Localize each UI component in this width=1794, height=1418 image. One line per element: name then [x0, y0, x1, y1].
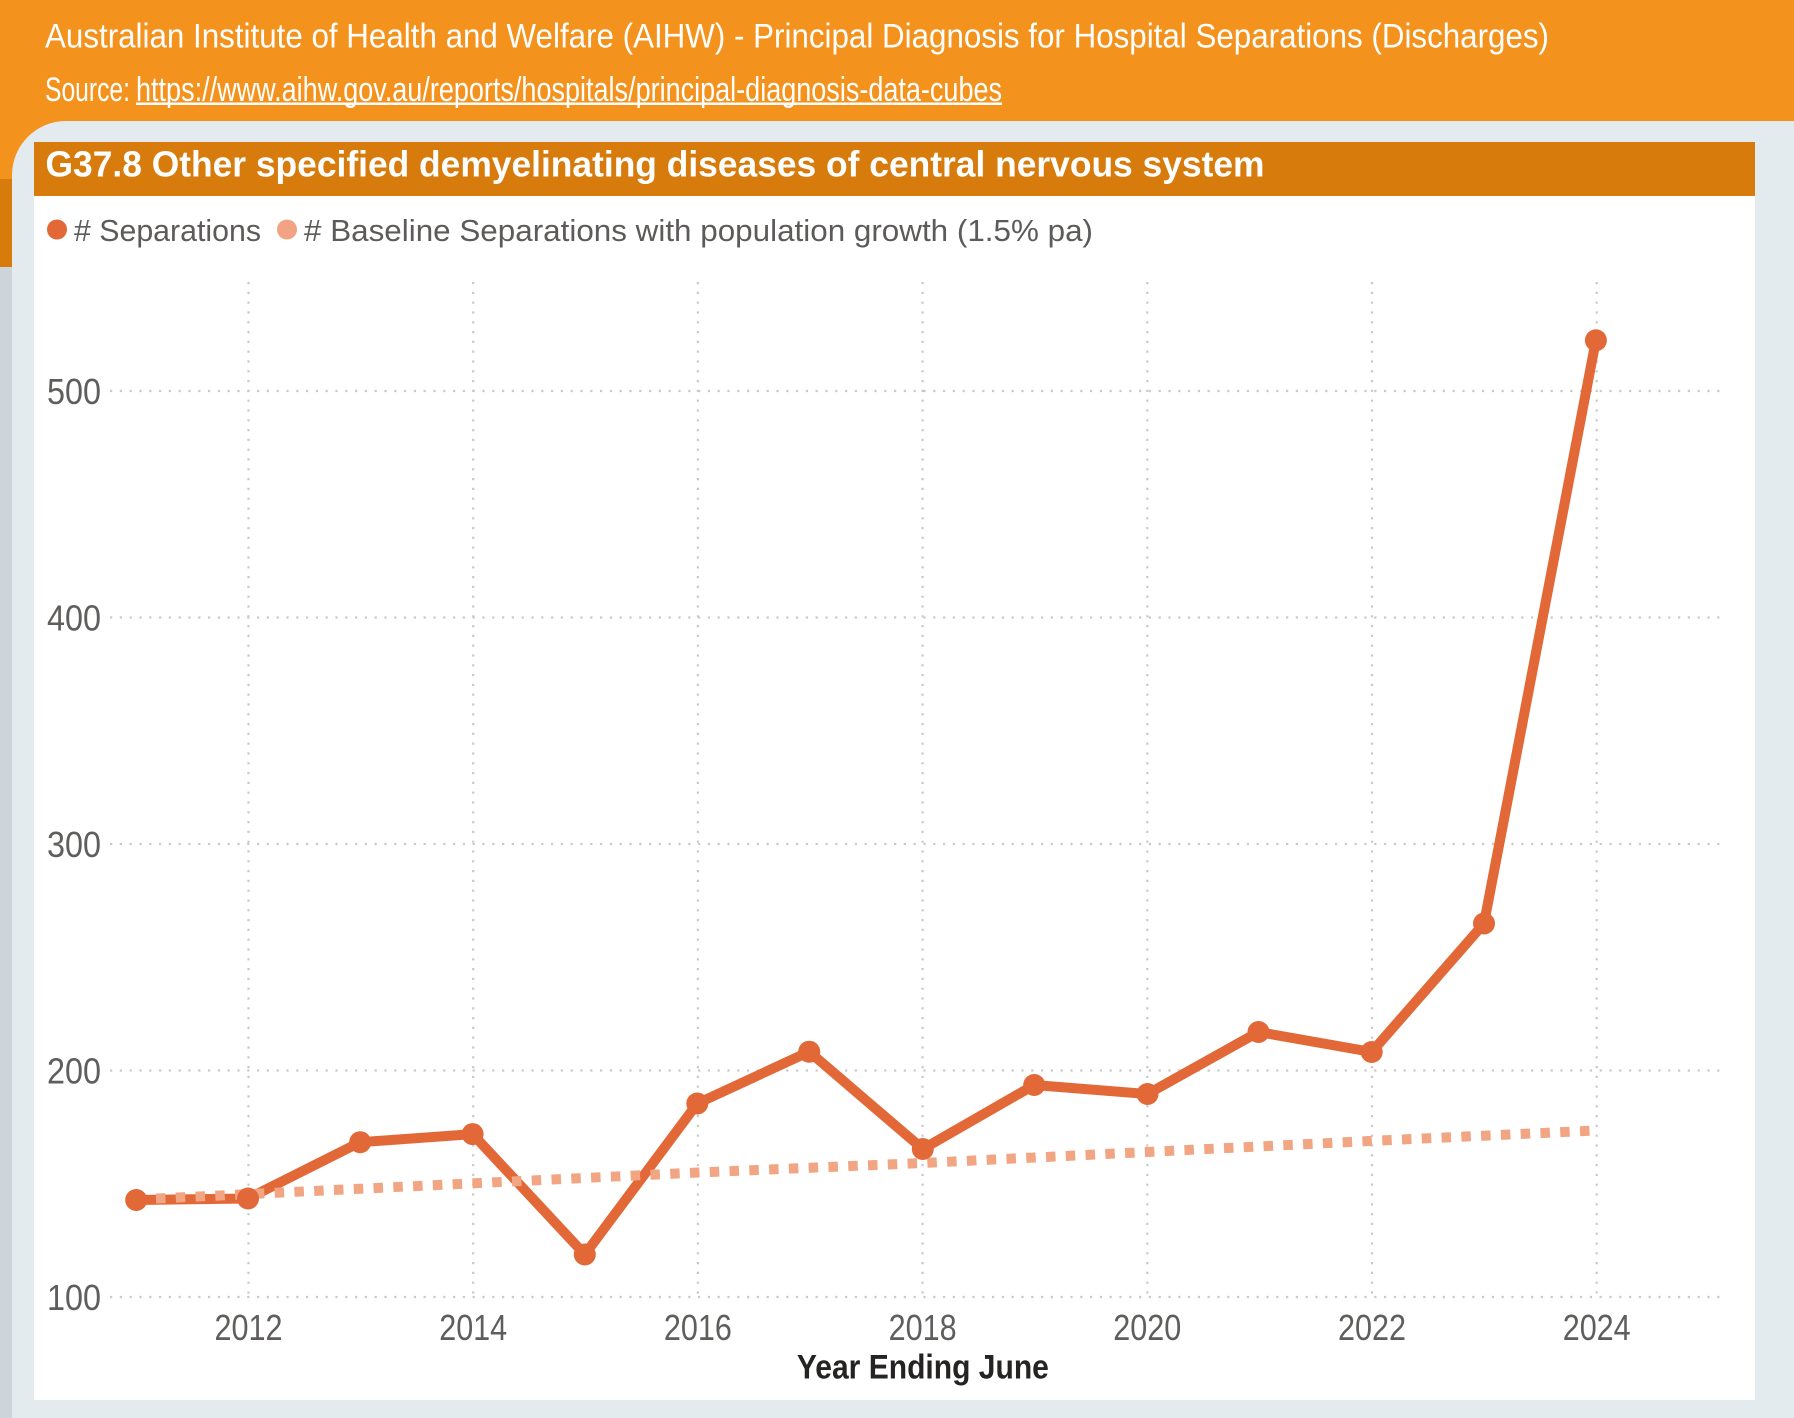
svg-text:100: 100 — [47, 1277, 101, 1318]
svg-text:2024: 2024 — [1563, 1307, 1631, 1348]
svg-text:2020: 2020 — [1113, 1307, 1181, 1348]
svg-text:Australian Institute of Health: Australian Institute of Health and Welfa… — [45, 18, 1549, 56]
svg-text:2016: 2016 — [664, 1307, 732, 1348]
svg-text:Source:: Source: — [45, 71, 130, 109]
svg-text:200: 200 — [47, 1051, 101, 1092]
svg-text:2012: 2012 — [215, 1307, 283, 1348]
svg-text:# Separations: # Separations — [74, 213, 261, 248]
svg-text:Year Ending June: Year Ending June — [797, 1348, 1049, 1386]
svg-text:2022: 2022 — [1338, 1307, 1406, 1348]
svg-text:300: 300 — [47, 824, 101, 865]
svg-text:2014: 2014 — [439, 1307, 507, 1348]
svg-text:400: 400 — [47, 598, 101, 639]
svg-text:G37.8 Other specified demyelin: G37.8 Other specified demyelinating dise… — [46, 144, 1265, 185]
svg-text:# Baseline Separations with po: # Baseline Separations with population g… — [304, 213, 1093, 248]
svg-text:2018: 2018 — [889, 1307, 957, 1348]
svg-text:500: 500 — [47, 371, 101, 412]
